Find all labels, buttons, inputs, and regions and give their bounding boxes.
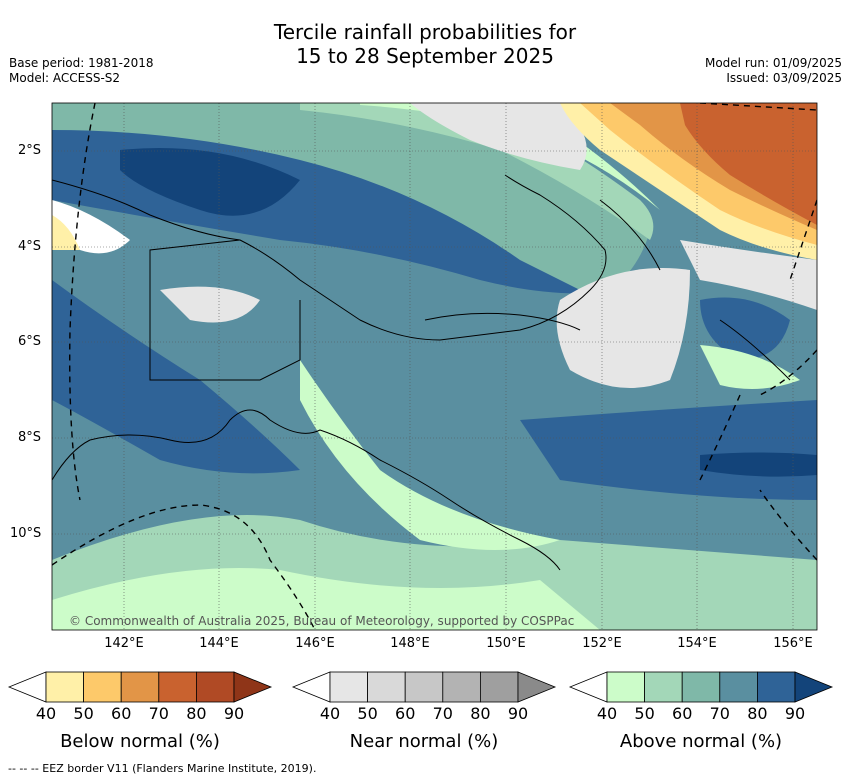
below-normal-tick: 80 [186,704,207,723]
run-info: Model run: 01/09/2025 Issued: 03/09/2025 [705,56,842,86]
lon-label: 148°E [390,636,430,651]
above-normal-high-arrow [794,671,834,703]
colorbars [7,671,834,703]
near-normal-high-arrow [517,671,557,703]
model-name: Model: ACCESS-S2 [9,71,121,85]
near-normal-swatch [442,671,481,703]
near-normal-tick: 70 [432,704,453,723]
title-line-2: 15 to 28 September 2025 [296,44,554,68]
lat-label: 4°S [18,239,42,254]
lon-label: 144°E [199,636,239,651]
base-period: Base period: 1981-2018 [9,56,154,70]
above-normal-label: Above normal (%) [619,731,783,752]
above-normal-tick: 50 [634,704,655,723]
issued-date: Issued: 03/09/2025 [726,71,842,85]
near-normal-tick: 60 [395,704,416,723]
below-normal-tick: 70 [148,704,169,723]
below-normal-tick: 90 [223,704,245,723]
near-normal-label: Near normal (%) [349,731,499,752]
copyright-notice: © Commonwealth of Australia 2025, Bureau… [69,614,575,628]
above-normal-swatch [606,671,645,703]
model-run: Model run: 01/09/2025 [704,56,842,70]
eez-legend-note: -- -- -- EEZ border V11 (Flanders Marine… [8,762,317,775]
near-normal-tick: 40 [319,704,341,723]
coastlines [52,174,791,571]
above-normal-tick: 70 [709,704,730,723]
lon-label: 152°E [582,636,622,651]
near-normal-swatch [367,671,406,703]
map-frame [51,102,818,631]
model-info: Base period: 1981-2018 Model: ACCESS-S2 [9,56,154,86]
lon-label: 150°E [486,636,526,651]
near-normal-swatch [404,671,444,703]
above-normal-tick: 40 [596,704,618,723]
below-normal-swatch [195,671,235,703]
below-normal-tick: 50 [73,704,94,723]
below-normal-label: Below normal (%) [60,731,220,752]
below-normal-swatch [158,671,197,703]
near-normal-tick: 50 [357,704,378,723]
lat-label: 2°S [18,143,42,158]
below-normal-tick: 60 [111,704,132,723]
map-title: Tercile rainfall probabilities for 15 to… [0,20,850,68]
probability-shading [52,103,817,630]
below-normal-tick: 40 [35,704,57,723]
near-normal-swatch [329,671,368,703]
lon-label: 146°E [295,636,335,651]
above-normal-tick: 90 [784,704,806,723]
lat-label: 10°S [10,526,42,541]
above-normal-tick: 60 [672,704,693,723]
title-line-1: Tercile rainfall probabilities for [273,20,577,44]
graticule [52,103,817,630]
below-normal-high-arrow [233,671,273,703]
below-normal-swatch [83,671,122,703]
lon-label: 142°E [104,636,144,651]
above-normal-swatch [644,671,683,703]
above-normal-swatch [681,671,721,703]
near-normal-swatch [479,671,519,703]
above-normal-tick: 80 [747,704,768,723]
lat-label: 6°S [18,334,42,349]
lat-label: 8°S [18,430,42,445]
below-normal-low-arrow [7,671,47,703]
lon-label: 156°E [773,636,813,651]
lon-label: 154°E [677,636,717,651]
above-normal-swatch [719,671,758,703]
near-normal-tick: 90 [507,704,529,723]
below-normal-swatch [120,671,160,703]
above-normal-swatch [757,671,796,703]
eez-border [52,103,817,630]
below-normal-swatch [45,671,84,703]
above-normal-low-arrow [568,671,608,703]
near-normal-tick: 80 [470,704,491,723]
near-normal-low-arrow [291,671,331,703]
